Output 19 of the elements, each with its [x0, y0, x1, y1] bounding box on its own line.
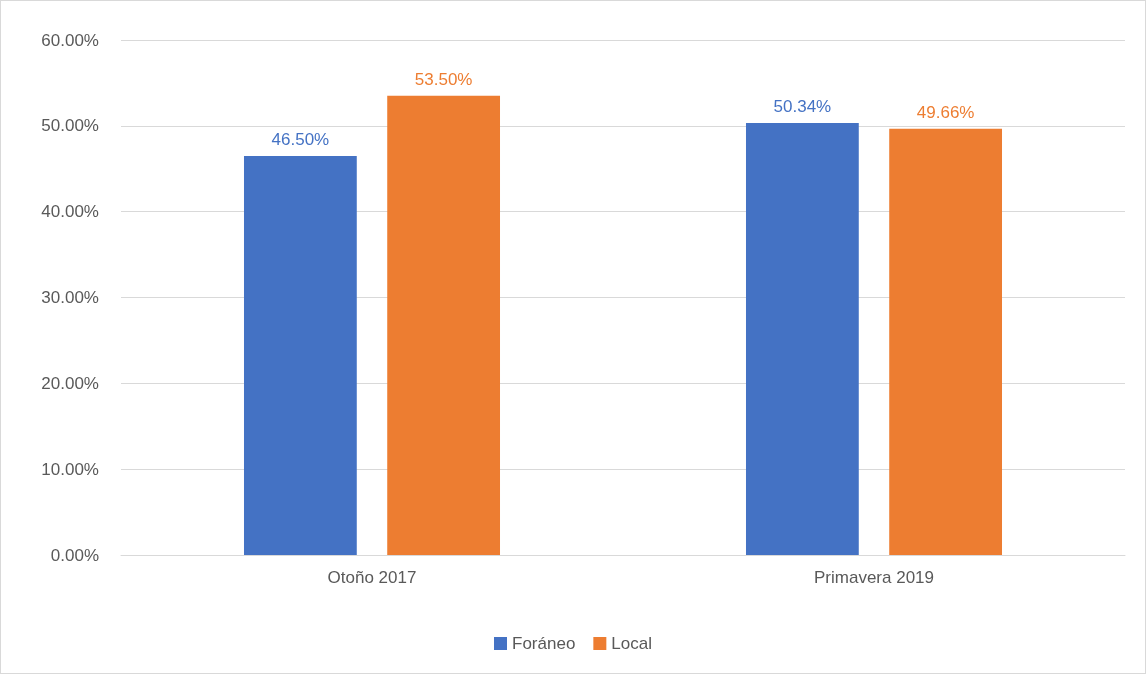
- y-tick-label: 30.00%: [41, 288, 99, 307]
- data-label: 49.66%: [916, 102, 975, 122]
- y-tick-label: 40.00%: [41, 202, 99, 222]
- data-label: 50.34%: [773, 96, 832, 116]
- bar: [387, 95, 501, 555]
- y-tick-label: 0.00%: [50, 545, 99, 565]
- data-label: 53.50%: [414, 69, 473, 89]
- y-tick-label: 20.00%: [41, 373, 99, 393]
- x-tick-label: Otoño 2017: [327, 568, 417, 587]
- legend-label: Local: [611, 634, 652, 653]
- legend-label: Foráneo: [512, 634, 576, 653]
- x-tick-label: Primavera 2019: [813, 568, 935, 587]
- y-tick-label: 50.00%: [41, 116, 99, 136]
- data-label: 46.50%: [271, 129, 330, 149]
- bar: [745, 122, 859, 555]
- y-tick-label: 60.00%: [41, 30, 99, 50]
- bar: [243, 155, 357, 555]
- bar: [889, 128, 1003, 555]
- y-tick-label: 10.00%: [41, 459, 99, 479]
